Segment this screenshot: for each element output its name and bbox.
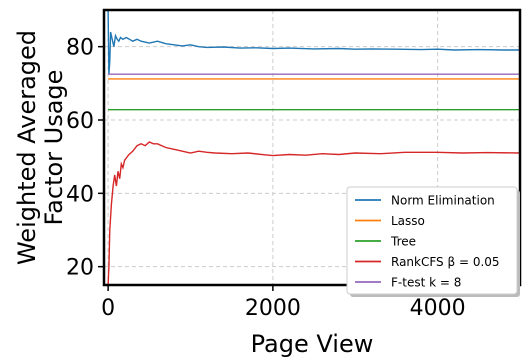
y-tick-label: 60	[66, 109, 94, 134]
x-axis-label: Page View	[251, 330, 374, 358]
x-tick-label: 0	[101, 296, 115, 321]
legend-label: RankCFS β = 0.05	[391, 255, 500, 269]
legend-label: Lasso	[391, 214, 425, 228]
x-tick-label: 2000	[245, 296, 301, 321]
y-tick-label: 40	[66, 182, 94, 207]
x-tick-label: 4000	[410, 296, 466, 321]
y-tick-label: 20	[66, 256, 94, 281]
y-axis-label-line-1: Weighted Averaged	[13, 30, 41, 265]
y-tick-label: 80	[66, 36, 94, 61]
axis-ticks: 0 2000 4000 20 40 60 80	[66, 36, 466, 321]
legend-label: F-test k = 8	[391, 276, 461, 290]
plot-frame	[102, 8, 522, 287]
series-line-rankcfs-0-05	[107, 141, 520, 285]
series-line-norm-elimination	[107, 10, 520, 75]
y-axis-label-line-2: Factor Usage	[40, 70, 68, 226]
series-layer	[107, 10, 520, 285]
legend-label: Norm Elimination	[391, 194, 495, 208]
legend-label: Tree	[390, 235, 416, 249]
legend: Norm Elimination Lasso Tree RankCFS β = 0.0…	[346, 186, 520, 297]
y-axis-label: Weighted Averaged Factor Usage	[13, 30, 68, 265]
legend-box	[346, 186, 518, 295]
